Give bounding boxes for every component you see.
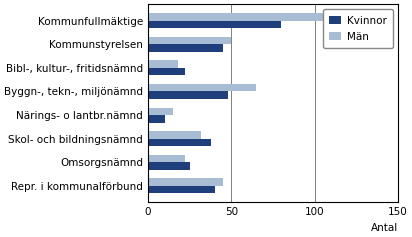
Bar — [148, 60, 178, 68]
Bar — [148, 155, 185, 162]
Bar — [148, 178, 223, 186]
Bar — [148, 21, 281, 28]
Bar — [148, 162, 190, 170]
Bar — [148, 186, 215, 193]
Legend: Kvinnor, Män: Kvinnor, Män — [323, 9, 393, 48]
Bar — [148, 37, 231, 44]
Bar — [148, 84, 256, 91]
Bar — [148, 108, 173, 115]
Bar — [148, 13, 365, 21]
Bar — [148, 131, 201, 139]
Bar — [148, 115, 165, 123]
Bar — [148, 91, 228, 99]
Bar — [148, 68, 185, 75]
Bar — [148, 44, 223, 52]
Bar — [148, 139, 211, 146]
X-axis label: Antal: Antal — [371, 223, 398, 233]
